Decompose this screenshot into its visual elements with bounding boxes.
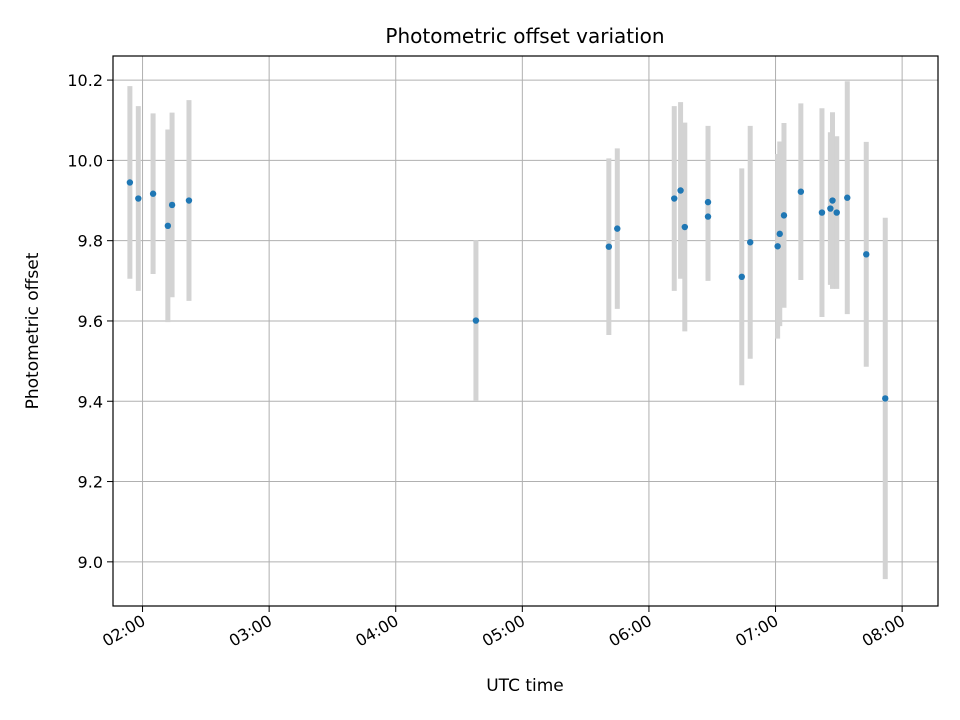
data-point [738, 273, 745, 281]
data-point [704, 213, 712, 220]
y-tick-label: 9.6 [78, 312, 103, 331]
data-point [882, 395, 889, 402]
data-point [776, 230, 783, 238]
y-tick-label: 10.0 [67, 151, 103, 170]
data-point [681, 223, 689, 231]
data-point [677, 187, 684, 194]
data-point [863, 251, 870, 258]
data-point [844, 194, 851, 201]
chart-title: Photometric offset variation [385, 24, 664, 48]
data-point [827, 205, 834, 212]
data-point [833, 209, 840, 216]
x-axis-title: UTC time [486, 676, 564, 696]
data-point [135, 195, 142, 202]
point-layer [126, 179, 889, 402]
y-tick-label: 9.2 [78, 473, 103, 492]
y-tick-label: 9.0 [78, 553, 103, 572]
y-tick-label: 10.2 [67, 71, 103, 90]
y-tick-label: 9.4 [78, 392, 103, 411]
y-axis-title: Photometric offset [23, 252, 43, 409]
data-point [671, 195, 678, 202]
data-point [780, 212, 788, 219]
plot-frame [112, 55, 939, 607]
data-point [164, 222, 172, 230]
data-point [168, 201, 176, 209]
y-axis-ticks: 9.0 9.2 9.4 9.6 9.8 10.0 10.2 [67, 71, 113, 572]
data-point [614, 225, 621, 232]
data-point [605, 243, 613, 250]
data-point [126, 179, 134, 186]
data-point [704, 198, 712, 206]
data-point [829, 197, 836, 204]
data-point [774, 243, 781, 250]
data-point [472, 317, 480, 324]
data-point [747, 239, 754, 246]
data-point [797, 188, 805, 195]
data-point [149, 190, 157, 197]
y-tick-label: 9.8 [78, 232, 103, 251]
data-point [185, 197, 193, 204]
data-point [818, 209, 826, 216]
